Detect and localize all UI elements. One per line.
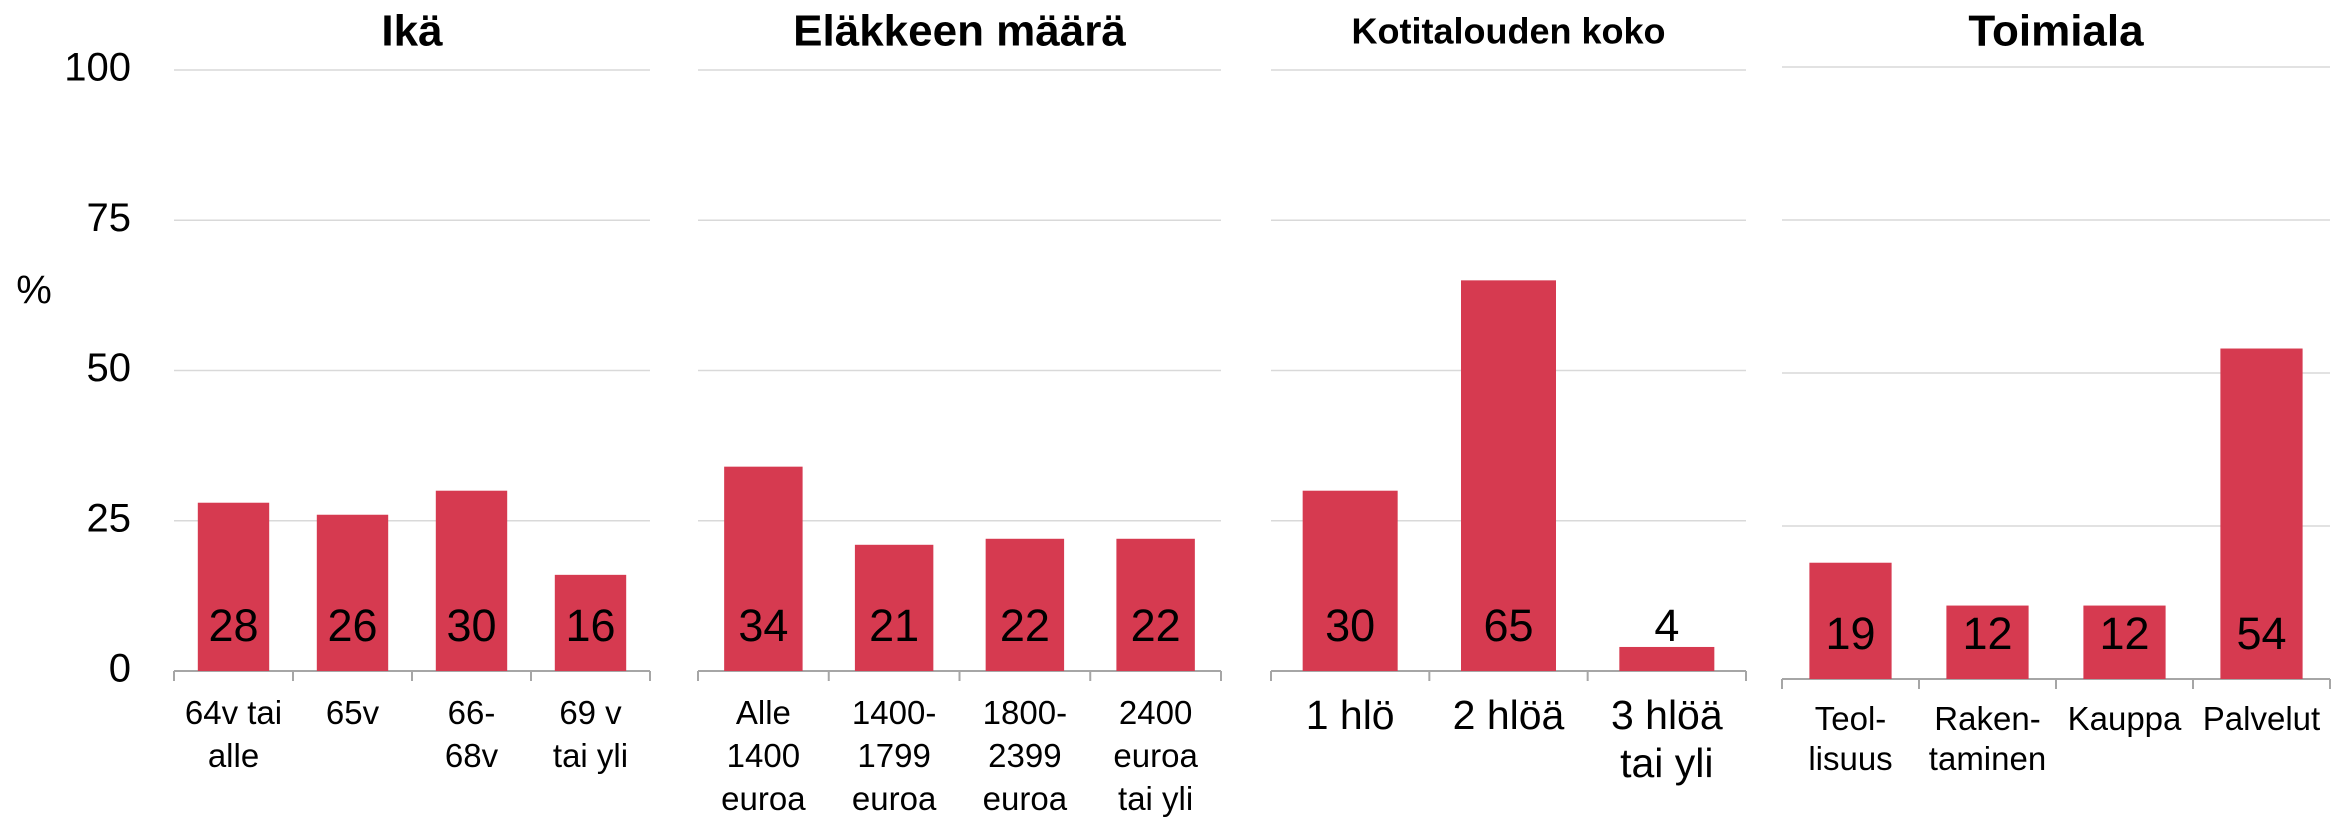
x-tick-label: 64v tai alle: [184, 694, 283, 774]
panel-title: Toimiala: [1968, 7, 2144, 56]
data-label: 30: [1325, 600, 1375, 651]
x-tick-label: 3 hlöä tai yli: [1610, 692, 1723, 786]
y-tick-label: 25: [87, 496, 132, 540]
data-label: 26: [327, 600, 377, 651]
data-label: 12: [2099, 608, 2149, 659]
bar: [197, 502, 270, 671]
y-axis-label: %: [16, 269, 52, 313]
data-label: 19: [1825, 608, 1875, 659]
bar: [435, 490, 508, 671]
x-tick-label: 1800- 2399 euroa: [982, 694, 1068, 817]
data-label: 65: [1483, 600, 1533, 651]
data-label: 22: [1131, 600, 1181, 651]
bar: [1809, 562, 1892, 679]
bar: [1461, 280, 1556, 671]
bar: [2220, 348, 2303, 679]
data-label: 30: [446, 600, 496, 651]
data-label: 21: [869, 600, 919, 651]
panel-title: Kotitalouden koko: [1352, 11, 1666, 52]
x-tick-label: Kauppa: [2067, 700, 2182, 737]
data-label: 12: [1962, 608, 2012, 659]
y-tick-label: 75: [87, 196, 132, 240]
bar: [1946, 605, 2029, 679]
x-tick-label: Raken- taminen: [1928, 700, 2047, 777]
x-tick-label: Alle 1400 euroa: [721, 694, 806, 817]
y-tick-label: 50: [87, 346, 132, 390]
bar: [724, 466, 803, 671]
bar: [1302, 490, 1398, 671]
data-label: 34: [738, 600, 788, 651]
y-tick-label: 0: [109, 647, 131, 691]
data-label: 22: [1000, 600, 1050, 651]
data-label: 28: [208, 600, 258, 651]
x-tick-label: 66- 68v: [444, 694, 499, 774]
bar: [1619, 646, 1715, 671]
x-tick-label: 2400 euroa tai yli: [1113, 694, 1198, 817]
bar: [2083, 605, 2166, 679]
x-tick-label: Teol- lisuus: [1808, 700, 1893, 777]
x-tick-label: Palvelut: [2202, 700, 2321, 737]
data-label: 54: [2236, 608, 2286, 659]
panel-title: Eläkkeen määrä: [793, 7, 1126, 56]
bar: [1116, 538, 1195, 671]
bar: [554, 574, 627, 671]
x-tick-label: 1400- 1799 euroa: [851, 694, 937, 817]
x-tick-label: 69 v tai yli: [552, 694, 629, 774]
data-label: 4: [1654, 600, 1679, 651]
bar: [316, 514, 389, 671]
data-label: 16: [565, 600, 615, 651]
x-tick-label: 1 hlö: [1305, 692, 1395, 738]
bar: [985, 538, 1065, 671]
panel-title: Ikä: [381, 7, 443, 56]
x-tick-label: 2 hlöä: [1452, 692, 1565, 738]
y-tick-label: 100: [64, 46, 131, 90]
bar: [854, 544, 934, 671]
x-tick-label: 65v: [325, 694, 380, 731]
